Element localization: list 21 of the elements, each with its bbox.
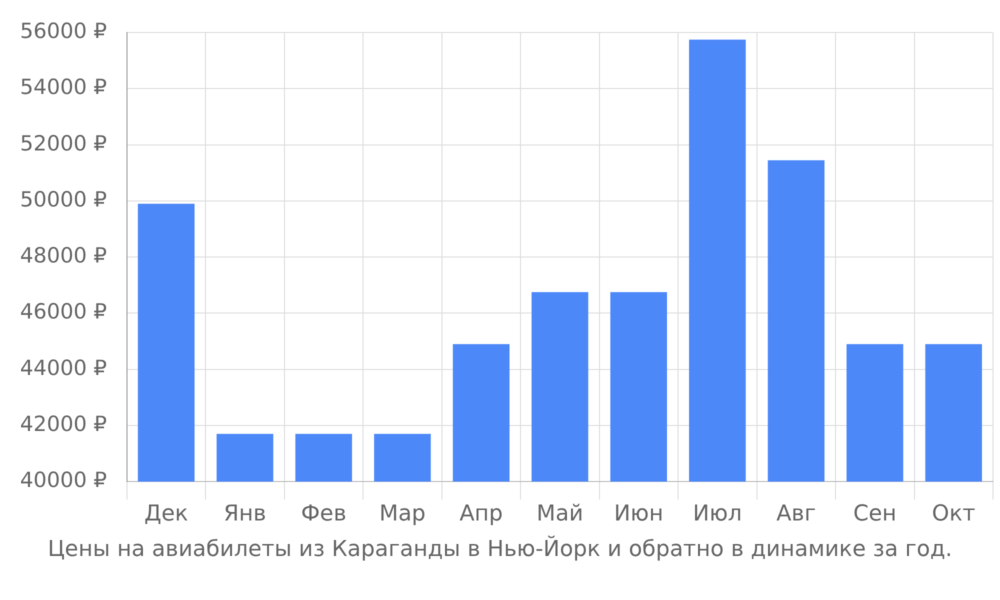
y-tick-label: 50000 ₽ [20,187,107,212]
y-tick-label: 52000 ₽ [20,131,107,156]
y-tick-label: 44000 ₽ [20,356,107,380]
text: Цены на авиабилеты из Караганды в Нью-Йорк и обратно в динамике за год. [46,536,954,564]
y-tick-label: 56000 ₽ [20,19,107,44]
x-tick-label: Апр [459,502,503,527]
y-tick-label: 48000 ₽ [20,244,107,268]
x-tick-label: Июл [692,502,742,527]
x-tick-label: Мар [379,502,426,527]
x-tick-label: Июн [614,502,664,527]
x-tick-label: Сен [853,502,897,527]
y-tick-label: 54000 ₽ [20,75,107,100]
x-tick-label: Окт [932,502,976,527]
y-tick-label: 46000 ₽ [20,300,107,324]
x-tick-label: Май [536,502,584,527]
x-tick-label: Дек [144,502,188,527]
x-tick-label: Авг [776,502,816,527]
x-tick-label: Янв [224,502,266,527]
y-tick-label: 40000 ₽ [20,468,107,492]
y-tick-label: 42000 ₽ [20,412,107,436]
x-tick-label: Фев [300,502,346,527]
